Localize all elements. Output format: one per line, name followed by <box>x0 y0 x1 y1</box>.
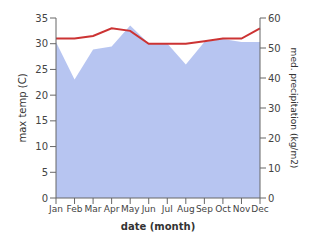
svg-text:May: May <box>121 204 140 214</box>
svg-text:0: 0 <box>268 193 274 204</box>
svg-text:Jul: Jul <box>161 204 173 214</box>
svg-text:Oct: Oct <box>215 204 231 214</box>
svg-text:Apr: Apr <box>104 204 120 214</box>
svg-text:25: 25 <box>35 64 48 75</box>
svg-text:50: 50 <box>268 43 281 54</box>
svg-text:10: 10 <box>35 141 48 152</box>
svg-text:Jan: Jan <box>48 204 63 214</box>
svg-text:40: 40 <box>268 73 281 84</box>
svg-text:med. precipitation (kg/m2): med. precipitation (kg/m2) <box>289 48 299 169</box>
svg-text:60: 60 <box>268 13 281 24</box>
svg-text:Aug: Aug <box>177 204 195 214</box>
svg-text:Feb: Feb <box>67 204 83 214</box>
svg-text:date (month): date (month) <box>121 221 195 232</box>
svg-text:20: 20 <box>268 133 281 144</box>
svg-text:35: 35 <box>35 13 48 24</box>
svg-text:max temp (C): max temp (C) <box>17 73 28 142</box>
svg-text:5: 5 <box>42 167 48 178</box>
svg-text:Dec: Dec <box>251 204 268 214</box>
svg-text:Nov: Nov <box>233 204 251 214</box>
svg-text:10: 10 <box>268 163 281 174</box>
svg-text:Mar: Mar <box>85 204 102 214</box>
svg-text:Sep: Sep <box>196 204 213 214</box>
svg-text:Jun: Jun <box>141 204 156 214</box>
svg-text:30: 30 <box>268 103 281 114</box>
svg-text:20: 20 <box>35 90 48 101</box>
svg-text:0: 0 <box>42 193 48 204</box>
svg-text:15: 15 <box>35 115 48 126</box>
svg-text:30: 30 <box>35 38 48 49</box>
